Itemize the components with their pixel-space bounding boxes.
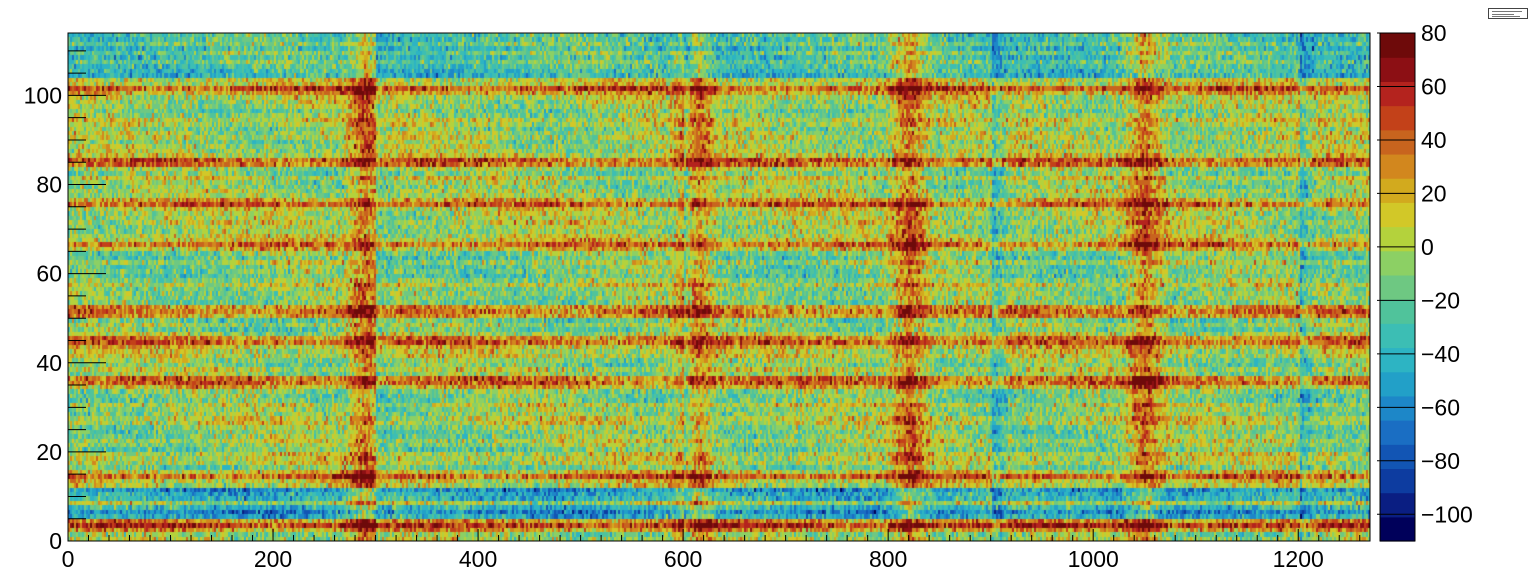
z-tick-label: 20 (1421, 180, 1447, 206)
z-tick-label: 60 (1421, 73, 1447, 99)
x-tick-label: 800 (869, 546, 907, 572)
colorbar-band (1380, 492, 1415, 518)
colorbar-band (1380, 33, 1415, 58)
z-tick-label: −100 (1421, 501, 1473, 527)
x-tick-label: 1200 (1273, 546, 1324, 572)
y-tick-label: 100 (24, 82, 62, 108)
z-tick-label: 0 (1421, 234, 1434, 260)
colorbar-band (1380, 468, 1415, 494)
y-tick-label: 0 (49, 528, 62, 554)
z-tick-label: −60 (1421, 394, 1460, 420)
colorbar-band (1380, 420, 1415, 445)
colorbar-band (1380, 395, 1415, 421)
x-tick-label: 400 (459, 546, 497, 572)
y-tick-label: 80 (36, 172, 62, 198)
z-tick-label: −20 (1421, 287, 1460, 313)
y-tick-label: 20 (36, 439, 62, 465)
colorbar-band (1380, 202, 1415, 228)
colorbar-band (1380, 81, 1415, 107)
colorbar-band (1380, 444, 1415, 470)
x-tick-label: 1000 (1068, 546, 1119, 572)
colorbar-band (1380, 153, 1415, 179)
colorbar-band (1380, 178, 1415, 203)
y-tick-label: 40 (36, 350, 62, 376)
colorbar-band (1380, 347, 1415, 373)
colorbar-band (1380, 299, 1415, 324)
x-tick-label: 600 (664, 546, 702, 572)
z-tick-label: −80 (1421, 448, 1460, 474)
colorbar-band (1380, 274, 1415, 300)
colorbar-band (1380, 323, 1415, 349)
stats-box (1488, 8, 1528, 19)
colorbar-band (1380, 129, 1415, 155)
colorbar-band (1380, 516, 1415, 542)
colorbar-band (1380, 250, 1415, 276)
colorbar-band (1380, 371, 1415, 397)
plot-frame (67, 32, 1371, 542)
x-tick-label: 200 (254, 546, 292, 572)
z-tick-label: 80 (1421, 20, 1447, 46)
z-tick-label: 40 (1421, 127, 1447, 153)
x-tick-label: 0 (62, 546, 75, 572)
y-tick-label: 60 (36, 261, 62, 287)
colorbar-band (1380, 105, 1415, 131)
z-tick-label: −40 (1421, 341, 1460, 367)
colorbar-band (1380, 57, 1415, 82)
colorbar-band (1380, 226, 1415, 252)
